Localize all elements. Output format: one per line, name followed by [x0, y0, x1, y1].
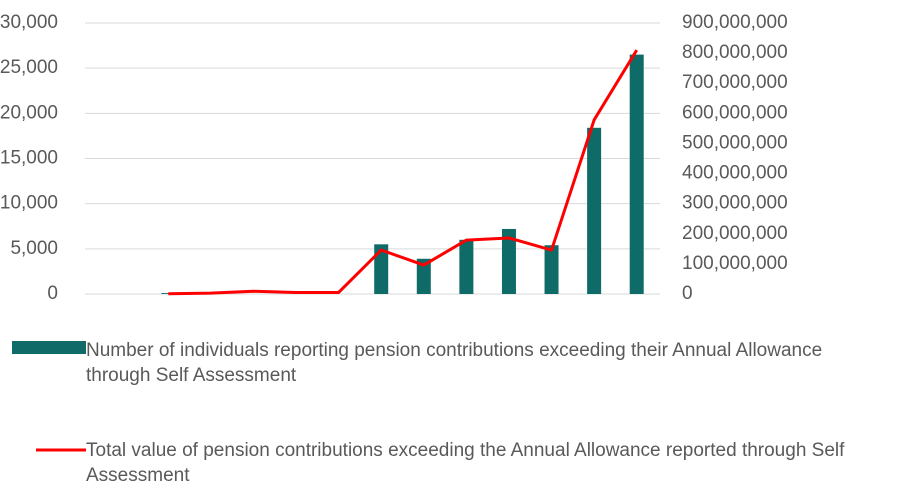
y2-tick-label: 500,000,000	[682, 132, 788, 153]
legend-bar-label: Number of individuals reporting pension …	[86, 340, 823, 386]
y2-tick-label: 400,000,000	[682, 163, 788, 184]
y2-tick-label: 600,000,000	[682, 102, 788, 123]
y2-tick-label: 0	[682, 283, 693, 304]
y-tick-label: 10,000	[0, 193, 58, 214]
y-tick-label: 20,000	[0, 102, 58, 123]
y-tick-label: 5,000	[10, 238, 58, 259]
y2-tick-label: 800,000,000	[682, 42, 788, 63]
bar	[416, 258, 431, 294]
y-tick-label: 25,000	[0, 57, 58, 78]
y2-tick-label: 200,000,000	[682, 223, 788, 244]
y2-tick-label: 100,000,000	[682, 253, 788, 274]
legend-bar-key	[12, 341, 86, 354]
y-tick-label: 15,000	[0, 148, 58, 169]
bar	[501, 228, 516, 294]
bar	[374, 244, 389, 294]
y2-tick-label: 900,000,000	[682, 12, 788, 33]
line	[168, 49, 638, 296]
y-tick-label: 0	[47, 283, 58, 304]
legend-line-label: Total value of pension contributions exc…	[86, 440, 845, 486]
bar	[587, 127, 602, 294]
y-tick-label: 30,000	[0, 12, 58, 33]
bar	[544, 245, 559, 294]
y2-tick-label: 700,000,000	[682, 72, 788, 93]
y2-tick-label: 300,000,000	[682, 193, 788, 214]
bar	[629, 54, 644, 294]
bar	[459, 239, 474, 294]
